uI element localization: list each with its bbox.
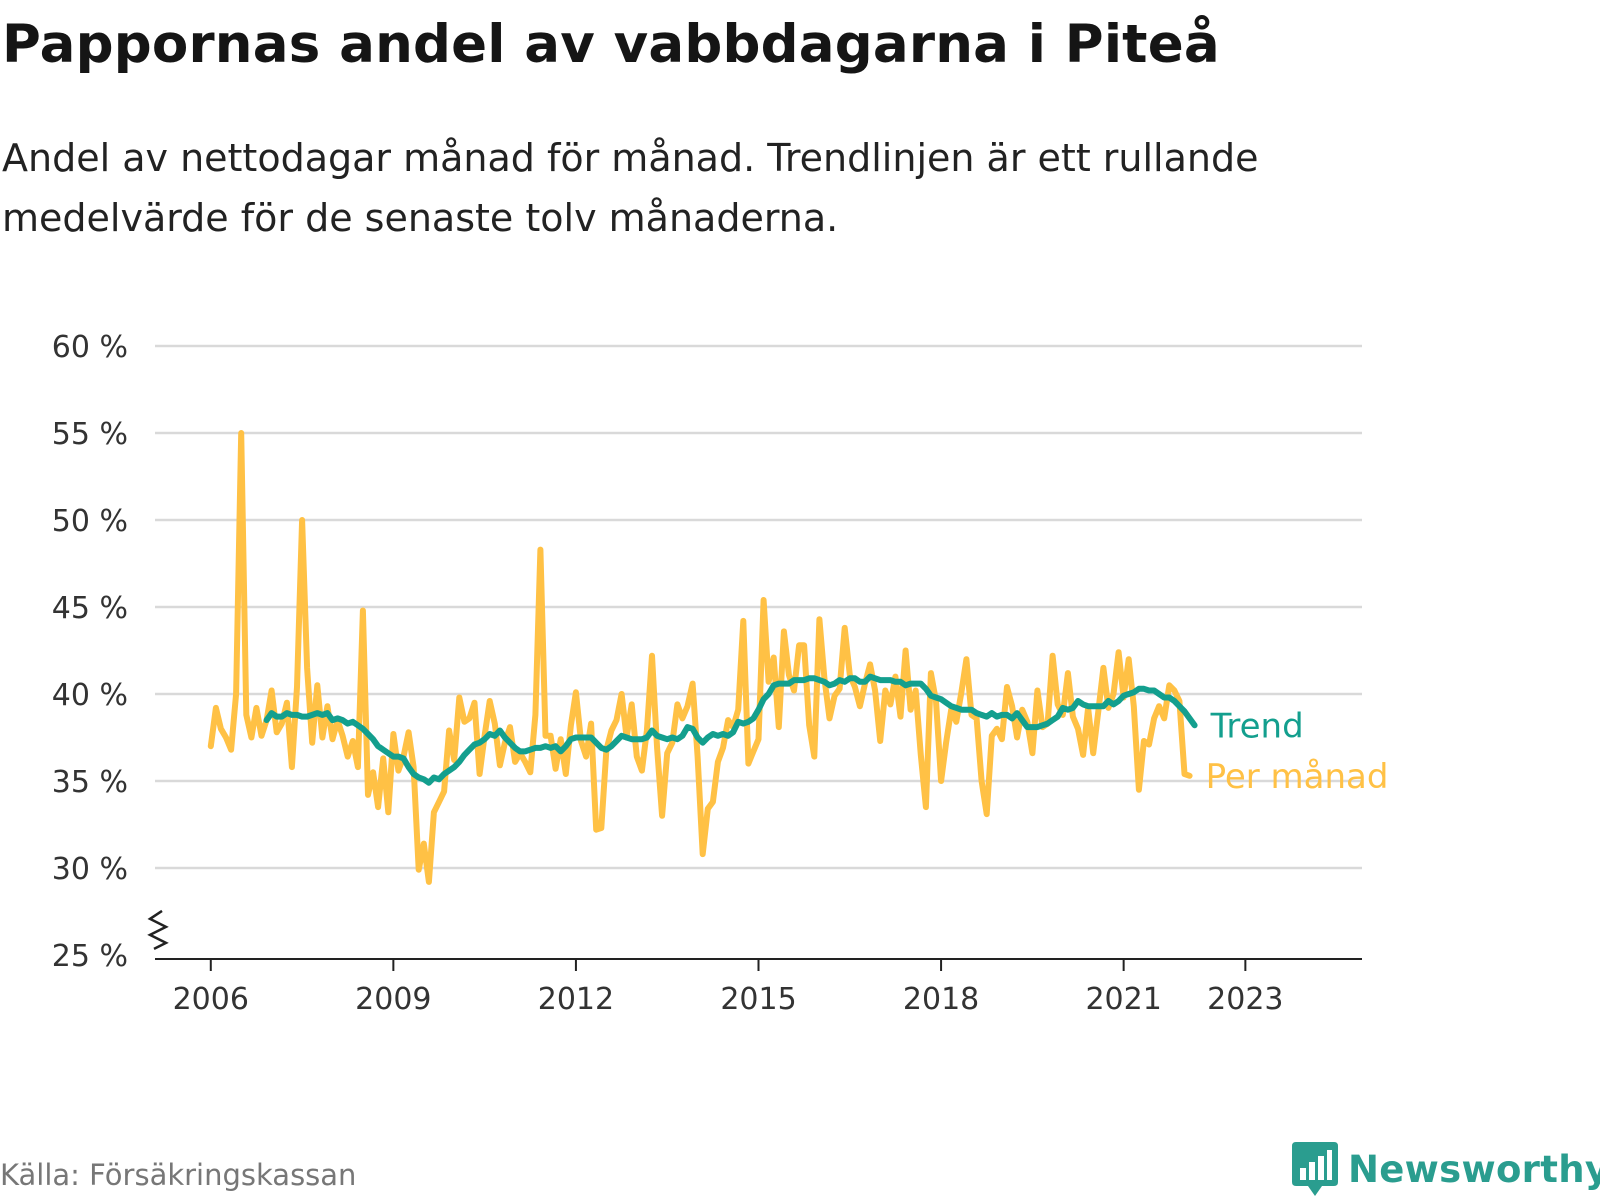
zigzag-axis-break-icon <box>147 909 169 951</box>
series-line-per-manad <box>207 430 1193 885</box>
series-line-trend <box>263 673 1198 786</box>
x-tick-label: 2023 <box>1207 982 1283 1017</box>
line-chart: 25 %30 %35 %40 %45 %50 %55 %60 % 2006 200… <box>52 330 1389 1017</box>
chart-title: Pappornas andel av vabbdagarna i Piteå <box>2 14 1220 75</box>
x-axis <box>155 958 1362 971</box>
x-tick-label: 2018 <box>903 982 979 1017</box>
y-tick-label: 25 % <box>52 939 128 974</box>
x-tick-label: 2015 <box>720 982 796 1017</box>
y-axis-tick-labels: 25 % 30 % 35 % 40 % 45 % 50 % 55 % 60 % <box>52 330 128 974</box>
brand-name: Newsworthy <box>1348 1147 1600 1191</box>
x-tick-label: 2012 <box>538 982 614 1017</box>
x-tick-label: 2021 <box>1085 982 1161 1017</box>
y-tick-label: 30 % <box>52 852 128 887</box>
series-label-per-manad: Per månad <box>1206 757 1389 797</box>
y-tick-label: 60 % <box>52 330 128 365</box>
brand-logo: Newsworthy <box>1290 1140 1600 1198</box>
y-tick-label: 45 % <box>52 591 128 626</box>
y-tick-label: 55 % <box>52 417 128 452</box>
y-tick-label: 40 % <box>52 678 128 713</box>
bar-chart-speech-bubble-icon <box>1292 1142 1338 1196</box>
grid-lines <box>155 344 1362 870</box>
x-tick-label: 2009 <box>355 982 431 1017</box>
source-note: Källa: Försäkringskassan <box>0 1158 357 1192</box>
y-tick-label: 35 % <box>52 765 128 800</box>
x-axis-tick-labels: 2006 2009 2012 2015 2018 2021 2023 <box>173 982 1284 1017</box>
series-label-trend: Trend <box>1210 706 1304 746</box>
y-tick-label: 50 % <box>52 504 128 539</box>
x-tick-label: 2006 <box>173 982 249 1017</box>
chart-subtitle: Andel av nettodagar månad för månad. Tre… <box>2 136 1259 240</box>
